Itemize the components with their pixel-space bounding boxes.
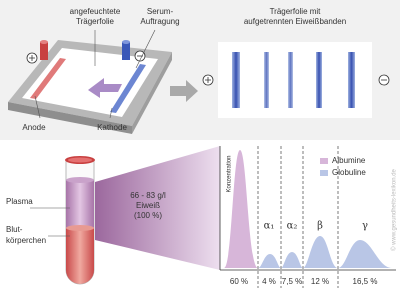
serum-label: Serum- [147,7,174,16]
electropherogram [219,146,396,288]
fraction-symbol: α₁ [264,221,275,232]
protein-label: Eiweiß [136,201,160,210]
fractions: 60 % 4 % α₁ 7,5 % α₂ 12 % β 16,5 % γ [230,221,378,287]
copyright: © www.gesundheits-lexikon.de [391,168,398,250]
result-title: aufgetrennten Eiweißbanden [244,17,346,26]
wedge [95,146,220,270]
fraction-symbol: α₂ [287,221,298,232]
apparatus [8,29,172,134]
tube [30,156,95,285]
fraction-percent: 12 % [311,277,329,286]
fraction-percent: 4 % [262,277,276,286]
result-strip [202,42,390,118]
result-title: Trägerfolie mit [270,7,322,16]
fraction-percent: 7,5 % [282,277,302,286]
cathode-label: Kathode [97,123,127,132]
fraction-symbol: γ [362,221,368,232]
plasma-label: Plasma [6,197,33,206]
protein-label: 66 - 83 g/l [130,191,166,200]
foil-label: Trägerfolie [76,17,114,26]
cells-label: körperchen [6,236,46,245]
protein-label: (100 %) [134,211,162,220]
y-axis-label: Konzentration [227,155,233,192]
legend-label: Globuline [332,168,366,177]
fraction-symbol: β [317,221,323,232]
arrow [170,80,198,102]
cells-label: Blut- [6,225,23,234]
serum-label: Auftragung [140,17,179,26]
anode-label: Anode [22,123,46,132]
foil-label: angefeuchtete [70,7,121,16]
fraction-percent: 16,5 % [353,277,378,286]
legend-label: Albumine [332,156,366,165]
fraction-percent: 60 % [230,277,248,286]
